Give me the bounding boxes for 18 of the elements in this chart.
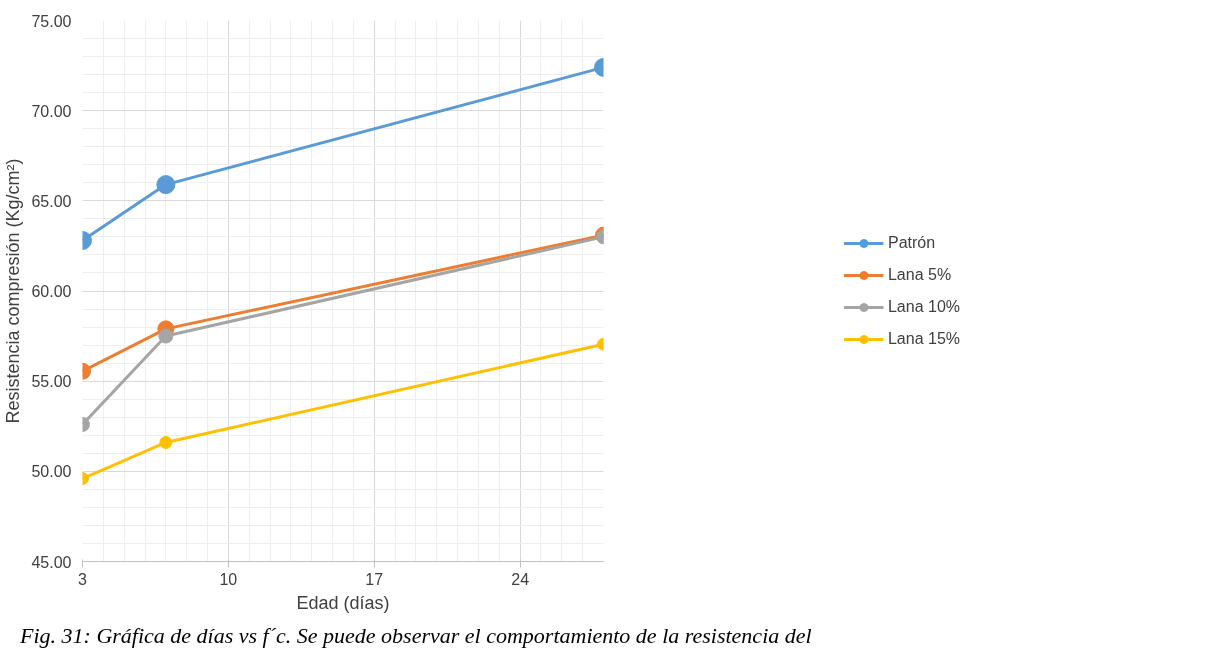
y-tick-label: 65.00	[31, 192, 72, 210]
y-axis-title: Resistencia compresión (Kg/cm²)	[3, 158, 24, 424]
x-tick-label: 17	[365, 570, 384, 588]
x-axis-title: Edad (días)	[296, 592, 390, 613]
y-tick-label: 45.00	[31, 553, 72, 571]
x-tick-label: 3	[78, 570, 88, 588]
x-tick-label: 10	[219, 570, 238, 588]
y-tick-label: 50.00	[31, 463, 72, 481]
y-tick-label: 60.00	[31, 283, 72, 300]
x-tick-label: 24	[511, 570, 530, 588]
caption: Fig. 31: Gráfica de días vs f´c. Se puede observar el comportamiento de la resistencia del	[20, 622, 812, 650]
y-tick-label: 55.00	[31, 373, 72, 391]
legend-label: Lana 15%	[887, 329, 961, 348]
legend-label: Lana 5%	[887, 265, 952, 284]
legend-label: Lana 10%	[887, 297, 961, 316]
legend-label: Patrón	[887, 233, 936, 252]
y-tick-label: 75.00	[31, 12, 72, 30]
y-tick-label: 70.00	[31, 102, 72, 120]
